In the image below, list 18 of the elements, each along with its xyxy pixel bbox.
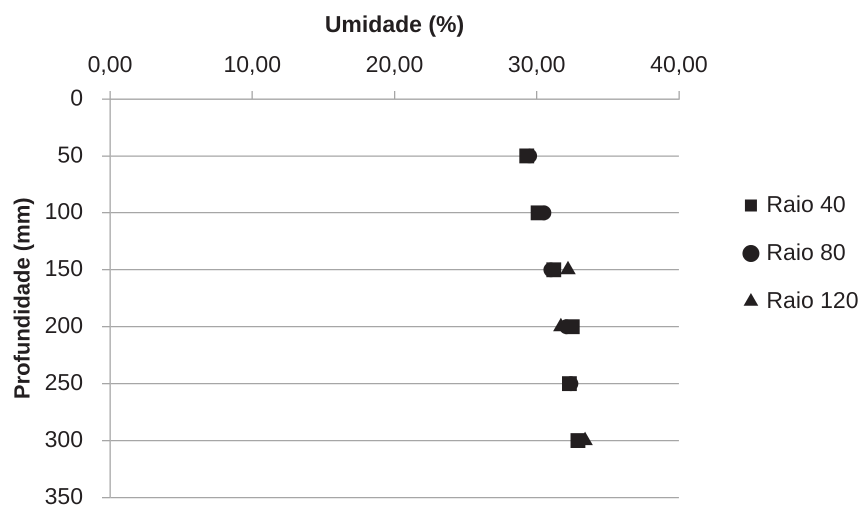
y-tick-label: 0 bbox=[70, 84, 83, 110]
y-tick-label: 150 bbox=[44, 255, 83, 282]
legend-label: Raio 120 bbox=[766, 286, 859, 313]
y-tick-label: 100 bbox=[44, 198, 83, 224]
x-tick-label: 20,00 bbox=[366, 50, 424, 77]
y-tick-label: 250 bbox=[44, 368, 83, 395]
y-tick-label: 350 bbox=[44, 482, 83, 509]
x-tick-label: 30,00 bbox=[508, 50, 566, 77]
legend-label: Raio 80 bbox=[766, 238, 846, 265]
x-tick-label: 0,00 bbox=[88, 50, 132, 77]
x-axis-title: Umidade (%) bbox=[324, 11, 464, 38]
y-tick-label: 300 bbox=[44, 426, 83, 452]
y-axis-title: Profundidade (mm) bbox=[9, 197, 34, 400]
y-tick-label: 200 bbox=[44, 312, 83, 338]
legend-label: Raio 40 bbox=[766, 190, 846, 217]
x-tick-label: 10,00 bbox=[223, 50, 282, 77]
x-tick-label: 40,00 bbox=[650, 50, 708, 77]
y-tick-label: 50 bbox=[57, 141, 83, 168]
